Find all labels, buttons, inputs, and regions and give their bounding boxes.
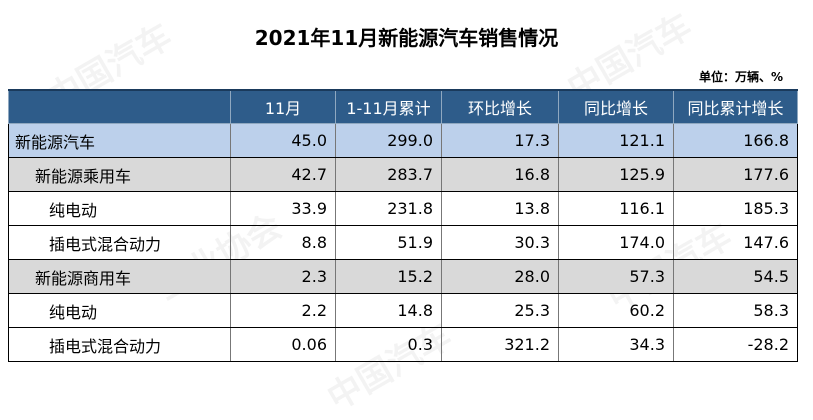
column-header: 11月	[230, 89, 336, 124]
unit-label: 单位：万辆、%	[698, 70, 783, 84]
cell: 13.8	[441, 191, 559, 226]
table-row: 新能源乘用车 42.7 283.7 16.8 125.9 177.6	[8, 157, 798, 192]
cell: 0.3	[335, 327, 442, 362]
cell: 42.7	[230, 157, 336, 192]
cell: 231.8	[335, 191, 442, 226]
table-row: 插电式混合动力 8.8 51.9 30.3 174.0 147.6	[8, 225, 798, 260]
cell: 177.6	[673, 157, 798, 192]
row-label: 纯电动	[8, 293, 231, 328]
table-row: 新能源商用车 2.3 15.2 28.0 57.3 54.5	[8, 259, 798, 294]
cell: 116.1	[558, 191, 674, 226]
cell: -28.2	[673, 327, 798, 362]
cell: 321.2	[441, 327, 559, 362]
cell: 28.0	[441, 259, 559, 294]
cell: 15.2	[335, 259, 442, 294]
cell: 54.5	[673, 259, 798, 294]
cell: 34.3	[558, 327, 674, 362]
cell: 166.8	[673, 123, 798, 158]
column-header: 同比累计增长	[673, 89, 798, 124]
cell: 45.0	[230, 123, 336, 158]
row-label: 新能源汽车	[8, 123, 231, 158]
table-row: 插电式混合动力 0.06 0.3 321.2 34.3 -28.2	[8, 327, 798, 362]
table-row: 新能源汽车 45.0 299.0 17.3 121.1 166.8	[8, 123, 798, 158]
cell: 185.3	[673, 191, 798, 226]
cell: 121.1	[558, 123, 674, 158]
cell: 58.3	[673, 293, 798, 328]
column-header: 同比增长	[558, 89, 674, 124]
table-row: 纯电动 2.2 14.8 25.3 60.2 58.3	[8, 293, 798, 328]
cell: 8.8	[230, 225, 336, 260]
row-label: 新能源商用车	[8, 259, 231, 294]
cell: 147.6	[673, 225, 798, 260]
row-label: 插电式混合动力	[8, 225, 231, 260]
cell: 2.2	[230, 293, 336, 328]
column-header: 环比增长	[441, 89, 559, 124]
row-label: 新能源乘用车	[8, 157, 231, 192]
row-label: 纯电动	[8, 191, 231, 226]
cell: 33.9	[230, 191, 336, 226]
cell: 2.3	[230, 259, 336, 294]
cell: 14.8	[335, 293, 442, 328]
row-label: 插电式混合动力	[8, 327, 231, 362]
column-header: 1-11月累计	[335, 89, 442, 124]
cell: 57.3	[558, 259, 674, 294]
table-row: 纯电动 33.9 231.8 13.8 116.1 185.3	[8, 191, 798, 226]
cell: 60.2	[558, 293, 674, 328]
page-title: 2021年11月新能源汽车销售情况	[254, 26, 559, 50]
cell: 51.9	[335, 225, 442, 260]
cell: 16.8	[441, 157, 559, 192]
cell: 283.7	[335, 157, 442, 192]
column-header	[8, 89, 231, 124]
sales-table: 11月 1-11月累计 环比增长 同比增长 同比累计增长 新能源汽车 45.0 …	[8, 89, 798, 362]
header-row: 11月 1-11月累计 环比增长 同比增长 同比累计增长	[8, 89, 798, 124]
cell: 17.3	[441, 123, 559, 158]
cell: 25.3	[441, 293, 559, 328]
cell: 174.0	[558, 225, 674, 260]
cell: 0.06	[230, 327, 336, 362]
cell: 125.9	[558, 157, 674, 192]
cell: 30.3	[441, 225, 559, 260]
cell: 299.0	[335, 123, 442, 158]
